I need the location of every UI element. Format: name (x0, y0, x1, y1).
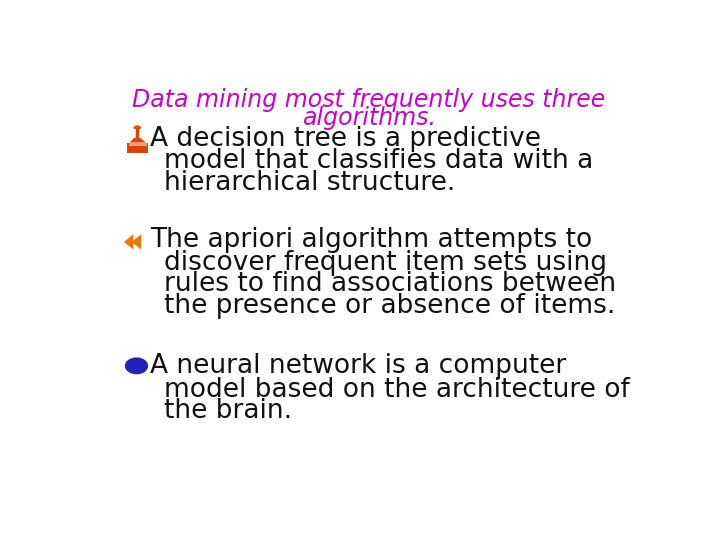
Text: algorithms.: algorithms. (302, 106, 436, 130)
Polygon shape (129, 367, 135, 373)
Polygon shape (130, 138, 145, 143)
Text: A decision tree is a predictive: A decision tree is a predictive (150, 126, 541, 152)
Ellipse shape (125, 357, 148, 374)
Text: The apriori algorithm attempts to: The apriori algorithm attempts to (150, 227, 593, 253)
Text: model based on the architecture of: model based on the architecture of (164, 377, 630, 403)
Text: Data mining most frequently uses three: Data mining most frequently uses three (132, 88, 606, 112)
FancyBboxPatch shape (129, 143, 147, 146)
Text: the brain.: the brain. (164, 399, 292, 424)
FancyBboxPatch shape (127, 143, 148, 153)
Text: A neural network is a computer: A neural network is a computer (150, 353, 567, 379)
Text: hierarchical structure.: hierarchical structure. (164, 170, 456, 195)
Text: discover frequent item sets using: discover frequent item sets using (164, 250, 608, 276)
Polygon shape (132, 234, 141, 249)
Text: model that classifies data with a: model that classifies data with a (164, 148, 594, 174)
Polygon shape (124, 234, 133, 249)
Text: rules to find associations between: rules to find associations between (164, 271, 616, 298)
Text: the presence or absence of items.: the presence or absence of items. (164, 293, 616, 319)
